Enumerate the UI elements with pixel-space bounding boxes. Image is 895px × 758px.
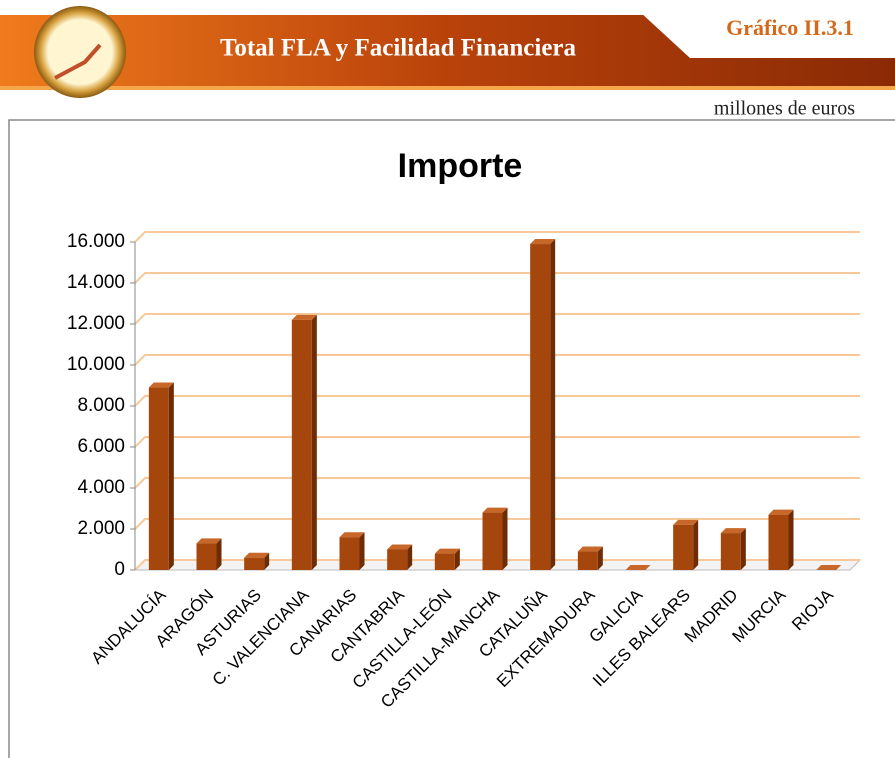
y-tick-label: 12.000 xyxy=(67,313,125,334)
bar xyxy=(530,244,551,571)
bar-top xyxy=(673,519,699,525)
grid-line xyxy=(134,395,860,407)
bar-top xyxy=(244,552,270,558)
bar-top xyxy=(577,546,603,552)
bar-side xyxy=(407,544,413,570)
bar-top xyxy=(148,382,174,388)
bar xyxy=(673,524,694,570)
chart-frame xyxy=(8,119,895,758)
bar xyxy=(291,319,312,570)
bar-side xyxy=(264,552,270,570)
bar-side xyxy=(693,519,699,570)
bar-side xyxy=(168,382,174,570)
bar-side xyxy=(216,538,222,570)
grid-line xyxy=(134,272,860,284)
bar xyxy=(720,533,741,570)
grid-line xyxy=(134,436,860,448)
bar xyxy=(244,557,265,570)
bar-top xyxy=(196,538,222,544)
bar-top xyxy=(530,239,556,245)
banner-edge xyxy=(0,86,895,90)
header-code: Gráfico II.3.1 xyxy=(726,15,854,40)
bar-side xyxy=(788,509,794,570)
x-tick-label: MURCIA xyxy=(728,585,789,646)
units: millones de euros xyxy=(714,98,855,120)
y-tick-label: 8.000 xyxy=(77,395,125,416)
bar-side xyxy=(740,528,746,570)
y-tick-label: 16.000 xyxy=(67,231,125,252)
bar xyxy=(577,551,598,570)
bar xyxy=(434,553,455,570)
bar-top xyxy=(434,548,460,554)
bar-top xyxy=(720,528,746,534)
bar xyxy=(482,512,503,570)
header-title: Total FLA y Facilidad Financiera xyxy=(220,35,577,62)
bar xyxy=(148,387,169,570)
bar-side xyxy=(597,546,603,570)
bar-side xyxy=(454,548,460,570)
y-tick-label: 6.000 xyxy=(77,436,125,457)
bar-top xyxy=(387,544,413,550)
grid-line xyxy=(134,231,860,243)
grid-line xyxy=(134,518,860,530)
grid-line xyxy=(134,559,860,571)
bar xyxy=(196,543,217,570)
chart-title: Importe xyxy=(398,147,523,185)
y-tick-label: 2.000 xyxy=(77,518,125,539)
bar-side xyxy=(359,532,365,570)
y-tick-label: 0 xyxy=(114,559,125,580)
y-tick-label: 14.000 xyxy=(67,272,125,293)
bar-top xyxy=(482,507,508,513)
grid-line xyxy=(134,313,860,325)
bar-top xyxy=(625,565,651,570)
bar-side xyxy=(502,507,508,570)
logo-arrow xyxy=(54,43,102,80)
y-tick-label: 10.000 xyxy=(67,354,125,375)
bar-top xyxy=(768,509,794,515)
bar-top xyxy=(291,314,317,320)
bar xyxy=(339,537,360,570)
bar xyxy=(387,549,408,570)
bar-top xyxy=(339,532,365,538)
bar-top xyxy=(816,565,842,570)
logo xyxy=(34,6,126,98)
bar-side xyxy=(550,239,556,571)
grid-line xyxy=(134,477,860,489)
x-tick-label: ANDALUCÍA xyxy=(87,585,170,668)
y-tick-label: 4.000 xyxy=(77,477,125,498)
bar-side xyxy=(311,314,317,570)
bar xyxy=(768,514,789,570)
banner-tab xyxy=(640,12,895,58)
grid-line xyxy=(134,354,860,366)
x-tick-label: RIOJA xyxy=(788,585,837,634)
